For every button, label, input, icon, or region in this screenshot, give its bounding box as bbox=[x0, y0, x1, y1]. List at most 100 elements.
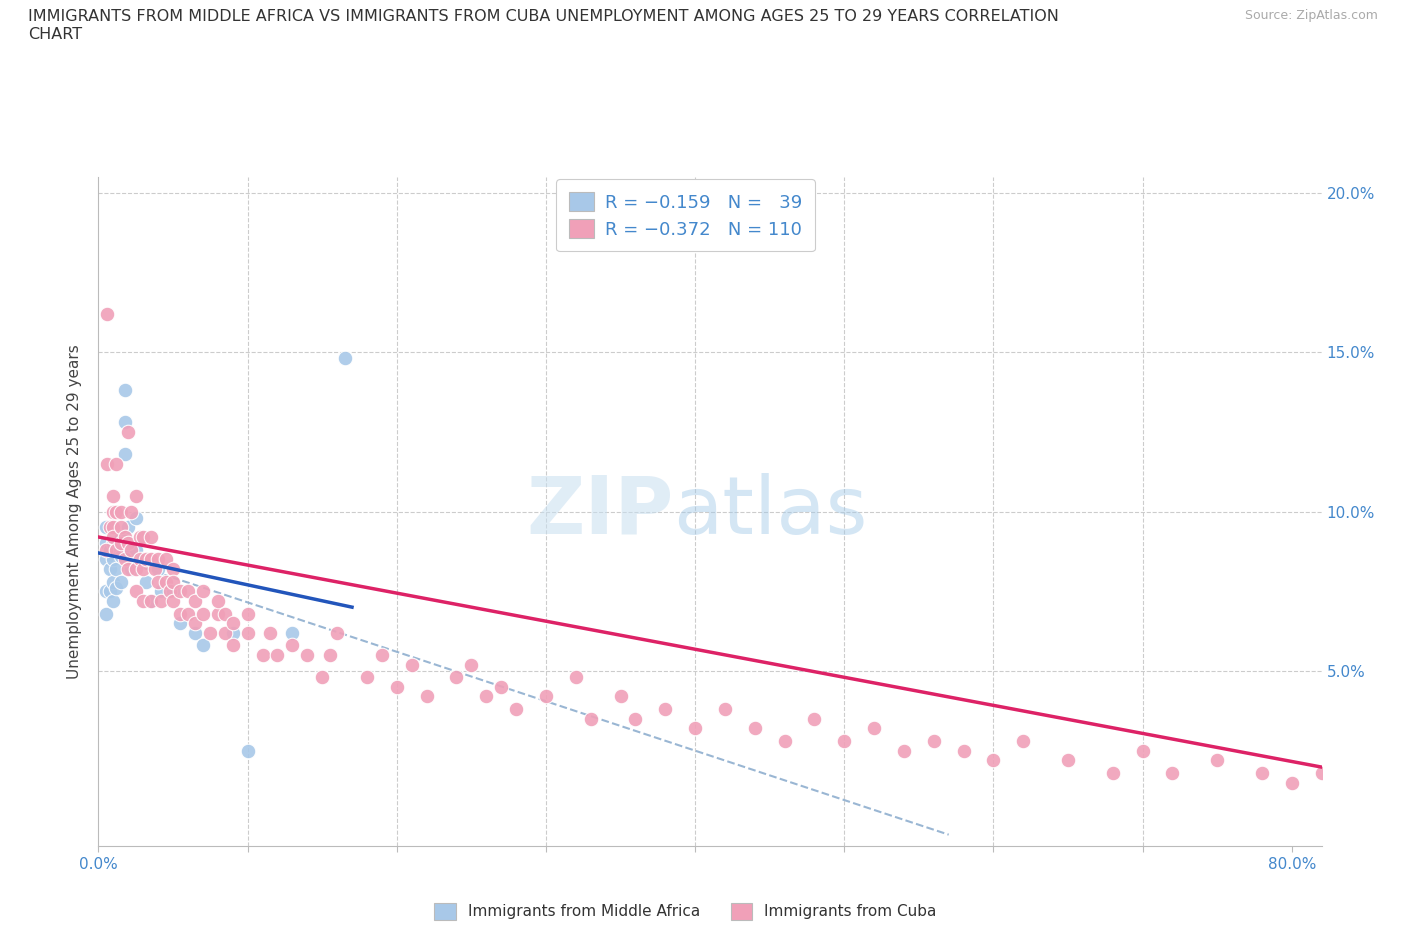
Point bbox=[1057, 752, 1080, 767]
Point bbox=[150, 593, 173, 608]
Point bbox=[125, 584, 148, 599]
Point bbox=[114, 551, 136, 566]
Point bbox=[177, 584, 200, 599]
Point bbox=[1340, 785, 1362, 800]
Point bbox=[371, 647, 394, 662]
Point bbox=[318, 647, 340, 662]
Point bbox=[744, 721, 766, 736]
Point bbox=[94, 520, 117, 535]
Point bbox=[103, 488, 125, 503]
Point bbox=[96, 306, 118, 321]
Point bbox=[1281, 775, 1303, 790]
Point bbox=[135, 551, 157, 566]
Point bbox=[117, 562, 139, 577]
Point bbox=[114, 529, 136, 544]
Point bbox=[117, 542, 139, 557]
Point bbox=[191, 584, 214, 599]
Point bbox=[117, 536, 139, 551]
Point bbox=[803, 711, 825, 726]
Point bbox=[120, 562, 142, 577]
Point bbox=[114, 383, 136, 398]
Point bbox=[110, 529, 132, 544]
Point bbox=[1355, 765, 1378, 780]
Point bbox=[207, 593, 229, 608]
Point bbox=[105, 504, 128, 519]
Point bbox=[94, 536, 117, 551]
Point bbox=[683, 721, 706, 736]
Point bbox=[103, 551, 125, 566]
Point bbox=[146, 551, 169, 566]
Point bbox=[105, 457, 128, 472]
Point bbox=[236, 625, 259, 640]
Point bbox=[94, 551, 117, 566]
Point bbox=[139, 529, 162, 544]
Point bbox=[120, 504, 142, 519]
Point bbox=[105, 562, 128, 577]
Point bbox=[609, 689, 631, 704]
Point bbox=[654, 702, 676, 717]
Point bbox=[415, 689, 437, 704]
Point bbox=[333, 351, 356, 365]
Text: Source: ZipAtlas.com: Source: ZipAtlas.com bbox=[1244, 9, 1378, 22]
Point bbox=[1310, 765, 1333, 780]
Point bbox=[132, 593, 155, 608]
Point bbox=[169, 616, 191, 631]
Point bbox=[184, 593, 207, 608]
Point bbox=[159, 584, 181, 599]
Point bbox=[401, 658, 423, 672]
Point bbox=[162, 593, 184, 608]
Point bbox=[132, 551, 155, 566]
Point bbox=[103, 574, 125, 589]
Point bbox=[266, 647, 288, 662]
Point bbox=[311, 670, 333, 684]
Point bbox=[98, 584, 121, 599]
Point bbox=[94, 584, 117, 599]
Point bbox=[125, 488, 148, 503]
Point bbox=[98, 542, 121, 557]
Point bbox=[832, 734, 855, 749]
Point bbox=[446, 670, 468, 684]
Text: ZIP: ZIP bbox=[526, 472, 673, 551]
Point bbox=[200, 625, 222, 640]
Point bbox=[110, 536, 132, 551]
Point bbox=[624, 711, 647, 726]
Point bbox=[103, 536, 125, 551]
Point bbox=[281, 638, 304, 653]
Point bbox=[1161, 765, 1184, 780]
Point bbox=[105, 542, 128, 557]
Point bbox=[146, 574, 169, 589]
Point bbox=[103, 529, 125, 544]
Point bbox=[103, 593, 125, 608]
Point bbox=[475, 689, 498, 704]
Point bbox=[146, 562, 169, 577]
Point bbox=[125, 511, 148, 525]
Point bbox=[281, 625, 304, 640]
Point bbox=[236, 606, 259, 621]
Point bbox=[162, 562, 184, 577]
Point bbox=[98, 562, 121, 577]
Point bbox=[1385, 775, 1406, 790]
Point bbox=[98, 520, 121, 535]
Point bbox=[1400, 785, 1406, 800]
Point bbox=[139, 551, 162, 566]
Point bbox=[129, 529, 152, 544]
Point bbox=[236, 743, 259, 758]
Point bbox=[579, 711, 602, 726]
Point bbox=[103, 504, 125, 519]
Point bbox=[460, 658, 482, 672]
Point bbox=[1369, 785, 1392, 800]
Point bbox=[893, 743, 915, 758]
Text: atlas: atlas bbox=[673, 472, 868, 551]
Point bbox=[184, 625, 207, 640]
Point bbox=[207, 606, 229, 621]
Point bbox=[150, 584, 173, 599]
Y-axis label: Unemployment Among Ages 25 to 29 years: Unemployment Among Ages 25 to 29 years bbox=[67, 344, 83, 679]
Point bbox=[162, 574, 184, 589]
Point bbox=[110, 549, 132, 564]
Point bbox=[922, 734, 945, 749]
Point bbox=[110, 574, 132, 589]
Point bbox=[169, 584, 191, 599]
Point bbox=[221, 625, 243, 640]
Point bbox=[863, 721, 886, 736]
Point bbox=[162, 584, 184, 599]
